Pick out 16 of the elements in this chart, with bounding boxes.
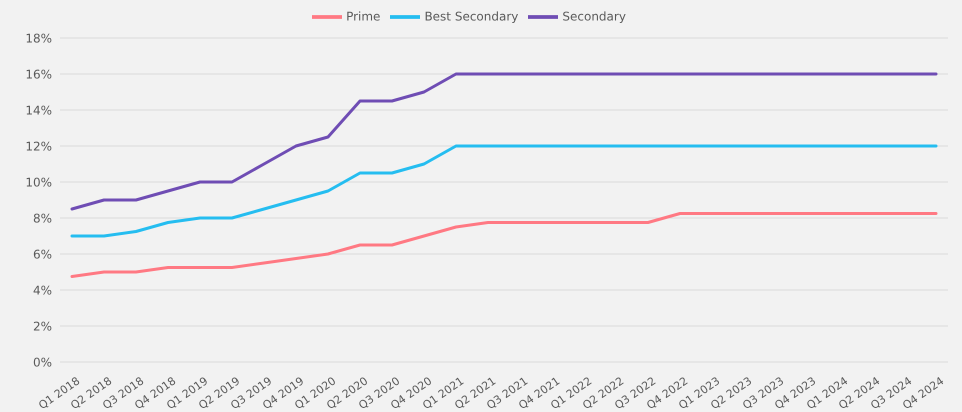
line-series — [70, 144, 938, 238]
y-tick-label: 6% — [32, 247, 52, 262]
y-tick-label: 8% — [32, 211, 52, 226]
y-tick-label: 4% — [32, 283, 52, 298]
line-series — [70, 72, 938, 210]
legend-label: Best Secondary — [424, 9, 518, 24]
y-tick-label: 10% — [25, 175, 52, 190]
y-tick-label: 16% — [25, 67, 52, 82]
y-tick-label: 18% — [25, 31, 52, 46]
y-tick-label: 2% — [32, 319, 52, 334]
y-tick-label: 0% — [32, 355, 52, 370]
line-series — [70, 212, 938, 278]
legend-label: Prime — [346, 9, 380, 24]
y-tick-label: 14% — [25, 103, 52, 118]
legend-label: Secondary — [562, 9, 626, 24]
y-tick-label: 12% — [25, 139, 52, 154]
